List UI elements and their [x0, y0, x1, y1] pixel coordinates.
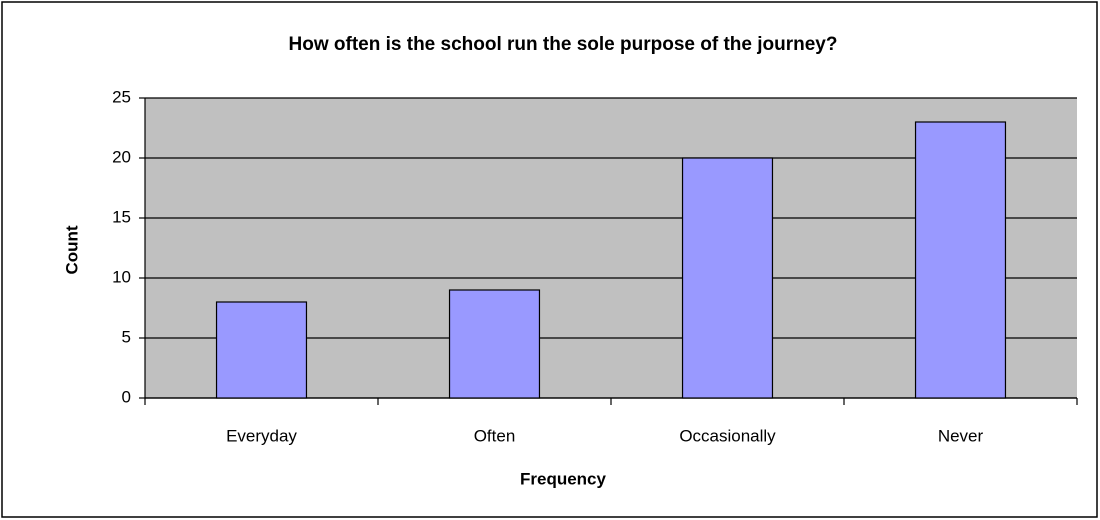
x-tick-label: Everyday	[226, 426, 297, 445]
bar	[448, 289, 541, 399]
x-axis-label: Frequency	[520, 469, 607, 488]
y-tick-label: 0	[122, 387, 131, 406]
chart-title: How often is the school run the sole pur…	[289, 34, 838, 55]
bar	[681, 157, 774, 399]
y-tick-label: 5	[122, 327, 131, 346]
bar	[914, 121, 1007, 399]
y-axis-label: Count	[62, 225, 81, 274]
x-tick-label: Often	[474, 426, 516, 445]
y-tick-label: 15	[112, 207, 131, 226]
y-tick-label: 10	[112, 267, 131, 286]
bar	[215, 301, 308, 399]
x-tick-label: Occasionally	[679, 426, 776, 445]
x-tick-label: Never	[938, 426, 984, 445]
y-tick-label: 20	[112, 147, 131, 166]
y-tick-label: 25	[112, 87, 131, 106]
